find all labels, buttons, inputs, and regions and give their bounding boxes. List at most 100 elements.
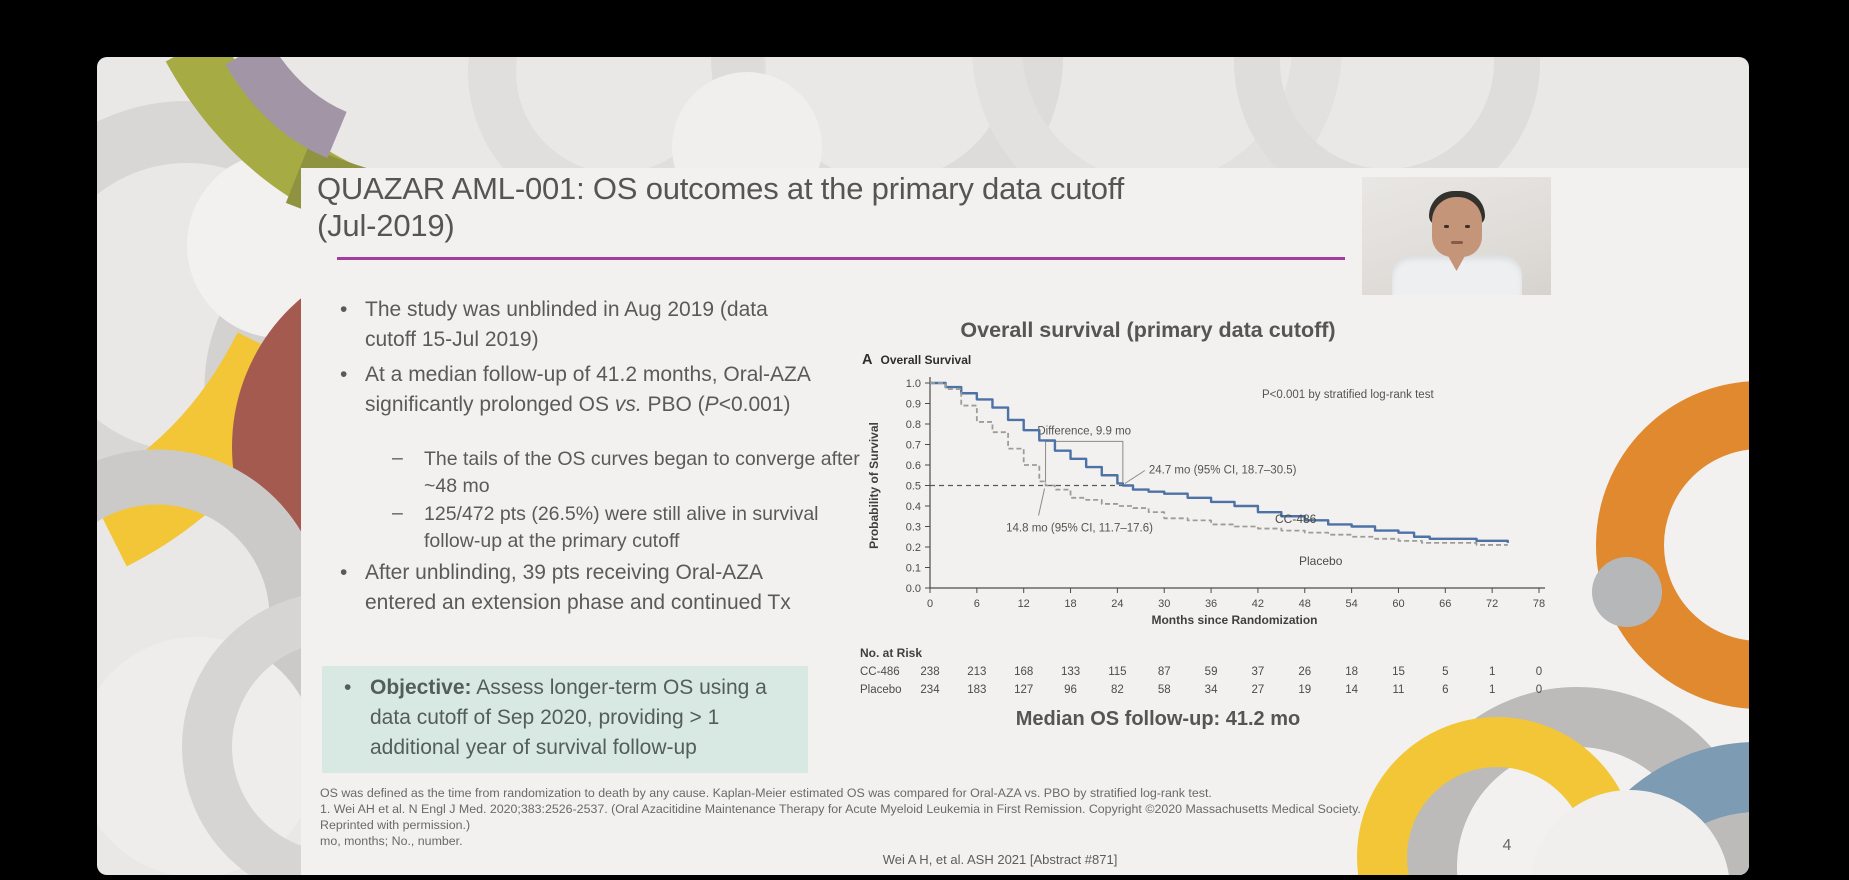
risk-value: 87 [1158, 666, 1171, 678]
presenter-video [1362, 177, 1551, 295]
slide-title: QUAZAR AML-001: OS outcomes at the prima… [317, 170, 1357, 244]
chart-panel-label: A Overall Survival [862, 352, 971, 368]
presenter-face [1431, 197, 1482, 257]
slide-frame: QUAZAR AML-001: OS outcomes at the prima… [97, 57, 1749, 875]
bullet-text: 125/472 pts (26.5%) were still alive in … [424, 503, 819, 552]
risk-value: 11 [1392, 684, 1404, 696]
risk-value: 133 [1061, 666, 1080, 678]
risk-value: 183 [967, 684, 986, 696]
y-tick-label: 0.0 [906, 583, 921, 595]
x-tick-label: 6 [974, 598, 980, 610]
presenter-eye [1443, 225, 1449, 228]
risk-value: 34 [1205, 684, 1218, 696]
x-tick-label: 42 [1252, 598, 1264, 610]
x-tick-label: 48 [1299, 598, 1311, 610]
objective-box: • Objective: Assess longer-term OS using… [322, 666, 808, 773]
y-tick-label: 0.5 [906, 481, 921, 493]
risk-value: 1 [1489, 666, 1495, 678]
x-tick-label: 30 [1158, 598, 1170, 610]
title-accent-rule [337, 257, 1345, 260]
presenter-eye [1464, 225, 1470, 228]
risk-table-title: No. at Risk [860, 646, 922, 660]
y-tick-label: 0.6 [906, 460, 921, 472]
sub-bullet-item: – The tails of the OS curves began to co… [392, 446, 860, 500]
x-axis-title: Months since Randomization [1151, 613, 1317, 627]
placebo-median-annotation: 14.8 mo (95% CI, 11.7–17.6) [1006, 523, 1153, 535]
yellow-arc [97, 331, 317, 567]
citation-footer: Wei A H, et al. ASH 2021 [Abstract #871] [882, 852, 1118, 867]
risk-value: 127 [1014, 684, 1033, 696]
purple-arc [225, 57, 348, 159]
risk-value: 15 [1392, 666, 1405, 678]
chart-heading: Overall survival (primary data cutoff) [960, 318, 1336, 342]
page-number: 4 [1502, 837, 1512, 854]
risk-value: 27 [1252, 684, 1265, 696]
x-tick-label: 72 [1486, 598, 1498, 610]
footnote-line: OS was defined as the time from randomiz… [320, 786, 1212, 800]
bullet-item: • The study was unblinded in Aug 2019 (d… [340, 295, 810, 355]
difference-bracket [1045, 440, 1124, 483]
x-tick-label: 60 [1392, 598, 1404, 610]
median-followup-text: Median OS follow-up: 41.2 mo [1015, 708, 1301, 730]
y-axis-title: Probability of Survival [867, 422, 881, 549]
risk-value: 1 [1489, 684, 1495, 696]
placebo-median-leader [1038, 488, 1046, 516]
risk-value: 115 [1108, 666, 1126, 678]
sub-bullet-item: – 125/472 pts (26.5%) were still alive i… [392, 501, 857, 555]
km-figure: Overall survival (primary data cutoff) A… [858, 310, 1558, 740]
bullet-marker: – [392, 502, 403, 524]
x-tick-label: 24 [1111, 598, 1123, 610]
presenter-mouth [1450, 241, 1463, 244]
cc486-curve-label: CC-486 [1275, 512, 1317, 526]
x-tick-label: 66 [1439, 598, 1451, 610]
risk-value: 18 [1345, 666, 1358, 678]
bullet-marker: • [340, 561, 348, 584]
x-tick-label: 18 [1064, 598, 1076, 610]
cc486-median-leader [1124, 470, 1146, 484]
risk-value: 0 [1536, 684, 1542, 696]
placebo-curve [930, 382, 1508, 546]
risk-value: 168 [1014, 666, 1033, 678]
bullet-item: • At a median follow-up of 41.2 months, … [340, 360, 810, 420]
y-tick-label: 0.8 [906, 419, 921, 431]
bullet-marker: • [344, 676, 352, 699]
risk-value: 37 [1252, 666, 1265, 678]
cc486-curve [930, 381, 1509, 543]
risk-value: 6 [1442, 684, 1448, 696]
risk-value: 234 [920, 684, 940, 696]
risk-value: 5 [1442, 666, 1448, 678]
x-tick-label: 36 [1205, 598, 1217, 610]
risk-value: 96 [1064, 684, 1077, 696]
panel-letter: A [862, 352, 873, 368]
risk-value: 26 [1298, 666, 1311, 678]
y-tick-label: 0.2 [906, 542, 921, 554]
risk-value: 58 [1158, 684, 1171, 696]
risk-value: 14 [1345, 684, 1358, 696]
objective-text: Objective: Assess longer-term OS using a… [370, 676, 767, 759]
x-tick-label: 0 [927, 598, 933, 610]
y-tick-label: 0.7 [906, 440, 921, 452]
bullet-text: After unblinding, 39 pts receiving Oral-… [365, 561, 791, 614]
bullet-marker: • [340, 363, 348, 386]
x-tick-label: 78 [1533, 598, 1545, 610]
risk-value: 238 [920, 666, 939, 678]
km-plot: 0.00.10.20.30.40.50.60.70.80.91.00 6 12 18 2… [860, 377, 1545, 696]
slide-title-line1: QUAZAR AML-001: OS outcomes at the prima… [317, 171, 1125, 206]
risk-value: 59 [1205, 666, 1218, 678]
y-tick-label: 0.3 [906, 522, 921, 534]
bullet-marker: – [392, 447, 403, 469]
risk-value: 19 [1298, 684, 1311, 696]
cc486-median-annotation: 24.7 mo (95% CI, 18.7–30.5) [1149, 465, 1297, 477]
circle-shape [97, 637, 317, 875]
bullet-text: The study was unblinded in Aug 2019 (dat… [365, 298, 768, 351]
y-tick-label: 0.4 [906, 501, 921, 513]
risk-row-label: Placebo [860, 684, 902, 696]
footnotes: OS was defined as the time from randomiz… [320, 785, 1570, 849]
bullet-text: The tails of the OS curves began to conv… [424, 448, 860, 497]
footnote-line: Reprinted with permission.) [320, 818, 471, 832]
footnote-line: mo, months; No., number. [320, 834, 463, 848]
risk-value: 82 [1111, 684, 1124, 696]
slide-title-line2: (Jul-2019) [317, 208, 455, 243]
risk-row-label: CC-486 [860, 666, 900, 678]
